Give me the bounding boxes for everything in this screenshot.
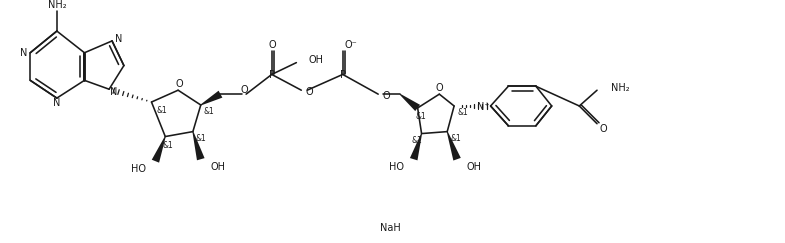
Text: P: P (268, 70, 275, 80)
Text: N: N (20, 48, 27, 58)
Text: O⁻: O⁻ (345, 40, 357, 50)
Text: NaH: NaH (380, 223, 400, 233)
Text: O: O (382, 91, 390, 101)
Text: &1: &1 (457, 108, 468, 117)
Polygon shape (152, 136, 166, 163)
Text: N: N (115, 34, 122, 44)
Text: O: O (269, 40, 276, 50)
Polygon shape (410, 133, 422, 160)
Text: N⁺: N⁺ (477, 102, 490, 112)
Text: &1: &1 (416, 112, 426, 121)
Text: &1: &1 (204, 107, 214, 116)
Text: O: O (436, 83, 444, 93)
Text: OH: OH (309, 55, 323, 65)
Text: HO: HO (130, 164, 145, 174)
Polygon shape (200, 91, 222, 105)
Text: P: P (340, 70, 345, 80)
Text: NH₂: NH₂ (611, 83, 630, 93)
Text: O: O (599, 124, 607, 134)
Text: OH: OH (467, 162, 482, 172)
Text: O: O (305, 87, 313, 97)
Text: &1: &1 (411, 136, 422, 145)
Text: O: O (240, 85, 248, 95)
Text: NH₂: NH₂ (48, 0, 66, 10)
Text: OH: OH (210, 162, 225, 172)
Text: HO: HO (389, 162, 403, 172)
Text: &1: &1 (195, 134, 206, 143)
Polygon shape (192, 131, 205, 160)
Polygon shape (400, 94, 420, 111)
Text: N: N (53, 98, 60, 108)
Polygon shape (447, 131, 461, 161)
Text: O: O (175, 79, 183, 89)
Text: &1: &1 (162, 141, 173, 150)
Text: &1: &1 (156, 106, 167, 115)
Text: &1: &1 (450, 134, 461, 143)
Text: N: N (111, 87, 118, 97)
